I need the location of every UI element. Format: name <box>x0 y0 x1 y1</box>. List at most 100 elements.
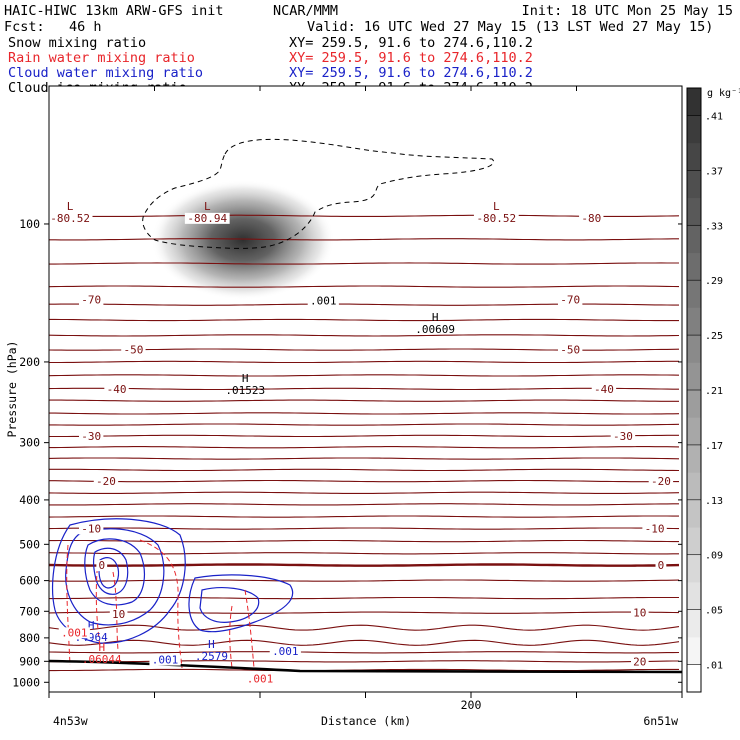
isotherm-label-bg <box>631 656 649 668</box>
colorbar-swatch <box>687 664 701 693</box>
colorbar-swatch <box>687 527 701 556</box>
contour-label: .001 <box>61 626 88 639</box>
y-tick-label: 1000 <box>12 675 40 689</box>
isotherm-line <box>49 214 680 217</box>
forecast-hour: Fcst: 46 h <box>4 19 102 35</box>
colorbar-label: .41 <box>705 111 723 122</box>
high-value: .00609 <box>415 323 455 336</box>
high-value: .01523 <box>225 384 265 397</box>
colorbar-label: .09 <box>705 551 723 562</box>
colorbar-swatch <box>687 335 701 363</box>
contour-label: .001 <box>247 672 274 685</box>
y-tick-label: 800 <box>19 631 40 645</box>
isotherm-label-bg <box>93 476 119 488</box>
high-marker: H <box>98 641 105 654</box>
field-xy: XY= 259.5, 91.6 to 274.6,110.2 <box>289 65 533 81</box>
high-marker: H <box>208 638 215 651</box>
model-title: HAIC-HIWC 13km ARW-GFS init <box>4 3 223 19</box>
colorbar-swatch <box>687 115 701 144</box>
isotherm-line <box>49 423 680 426</box>
x-left-endpoint: 4n53w <box>53 714 88 728</box>
colorbar-label: .21 <box>705 386 723 397</box>
colorbar-swatch <box>687 170 701 199</box>
y-tick-label: 400 <box>19 493 40 507</box>
isotherm-label-bg <box>631 607 649 619</box>
terrain-surface <box>49 659 682 674</box>
field-name: Snow mixing ratio <box>8 35 146 51</box>
isotherm-label-bg <box>109 609 128 621</box>
contour-label-bg <box>58 627 90 639</box>
colorbar-swatch <box>687 390 701 418</box>
isotherm-label: -50 <box>123 344 143 357</box>
colorbar-swatch <box>687 554 701 583</box>
isotherm-line <box>49 515 679 518</box>
colorbar-unit: g kg⁻¹ <box>707 88 740 99</box>
isotherm-line <box>49 374 680 377</box>
isotherm-label-bg <box>648 476 674 488</box>
low-value-bg <box>473 212 519 224</box>
init-time: Init: 18 UTC Mon 25 May 15 <box>522 3 733 19</box>
isotherm-line <box>49 318 679 322</box>
isotherm-label: -70 <box>560 293 580 306</box>
colorbar-label: .17 <box>705 441 723 452</box>
isotherm-line <box>49 285 680 288</box>
isotherm-line <box>49 387 679 391</box>
isotherm-line <box>49 611 680 614</box>
isotherm-line <box>49 479 679 483</box>
field-name: Rain water mixing ratio <box>8 50 195 66</box>
colorbar-label: .05 <box>705 606 723 617</box>
isotherm-label: -80 <box>581 212 601 225</box>
isotherm-label: -10 <box>645 523 665 536</box>
colorbar-swatch <box>687 362 701 391</box>
contour-label-bg <box>307 295 339 307</box>
high-marker: H <box>432 311 439 324</box>
colorbar-swatch <box>687 609 701 638</box>
isotherm-label: 10 <box>112 608 125 621</box>
y-tick-label: 300 <box>19 436 40 450</box>
isotherm-label-bg <box>642 523 667 535</box>
colorbar-swatch <box>687 142 701 171</box>
colorbar-label: .01 <box>705 661 723 672</box>
colorbar-swatch <box>687 280 701 308</box>
isotherm-line <box>49 434 679 438</box>
high-marker: H <box>88 619 95 632</box>
high-marker: H <box>242 372 249 385</box>
plot-content: -80 -70 -70 -50 -50 -40 -40 -30 -30 -20 -20 -10 -10 0… <box>49 138 682 685</box>
isotherm-line <box>49 596 679 600</box>
isotherm-line <box>49 503 679 506</box>
colorbar-swatch <box>687 472 701 501</box>
colorbar-swatch <box>687 444 701 473</box>
header: HAIC-HIWC 13km ARW-GFS init NCAR/MMM Ini… <box>4 3 733 96</box>
isotherm-label-bg <box>579 212 604 224</box>
low-value-bg <box>49 212 93 224</box>
isotherm-label: -10 <box>81 523 101 536</box>
colorbar-label: .13 <box>705 496 723 507</box>
colorbar-label: .29 <box>705 276 723 287</box>
y-tick-label: 100 <box>19 217 40 231</box>
y-tick-label: 200 <box>19 355 40 369</box>
y-tick-label: 600 <box>19 574 40 588</box>
snow-shading <box>151 180 335 300</box>
isotherm-label: -20 <box>96 475 116 488</box>
contour-label: .001 <box>310 295 337 308</box>
isotherm-line <box>49 412 680 415</box>
y-axis-label: Pressure (hPa) <box>5 341 19 438</box>
colorbar-swatch <box>687 417 701 446</box>
isotherm-label-bg <box>121 344 146 356</box>
rain-water-contours <box>66 539 255 669</box>
colorbar-swatch <box>687 197 701 226</box>
low-value: -80.94 <box>187 212 227 225</box>
valid-time: Valid: 16 UTC Wed 27 May 15 (13 LST Wed … <box>307 19 713 35</box>
y-tick-label: 700 <box>19 604 40 618</box>
field-xy: XY= 259.5, 91.6 to 274.6,110.2 <box>289 50 533 66</box>
isotherm-label: -30 <box>613 430 633 443</box>
isotherm-label: 20 <box>633 655 646 668</box>
colorbar-swatch <box>687 88 701 116</box>
isotherm-label-bg <box>610 430 636 442</box>
low-marker: L <box>67 200 74 213</box>
isotherm-label: 10 <box>633 607 646 620</box>
colorbar-swatch <box>687 582 701 610</box>
cloud-water-contours <box>52 518 294 644</box>
high-value: .2579 <box>195 650 228 663</box>
